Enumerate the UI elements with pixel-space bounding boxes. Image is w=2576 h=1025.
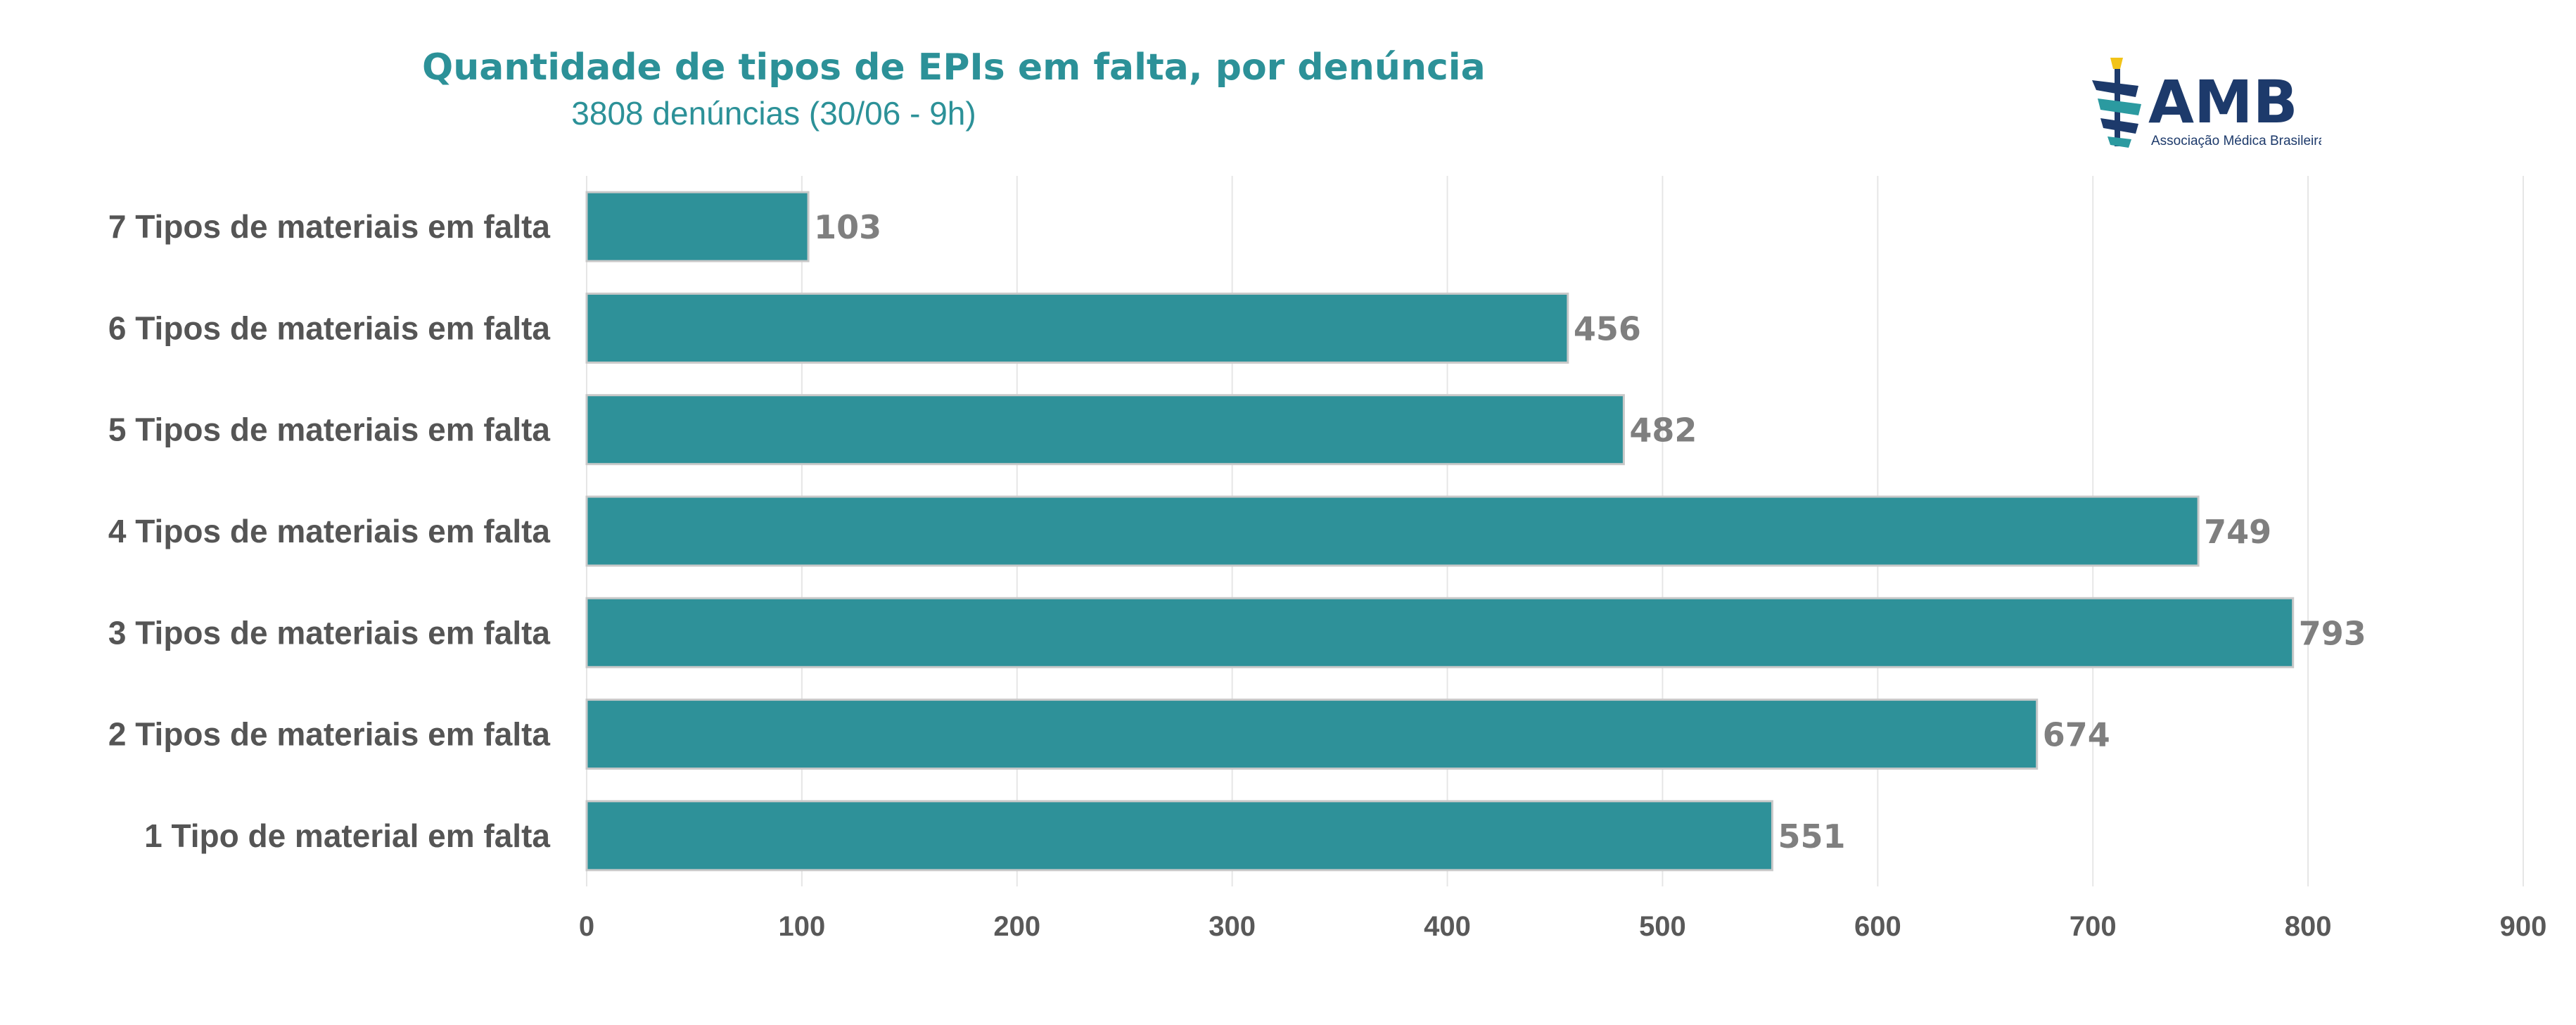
data-label: 482	[1629, 412, 1697, 450]
chart-subtitle: 3808 denúncias (30/06 - 9h)	[571, 95, 976, 132]
x-tick-label: 600	[1854, 911, 1901, 942]
amb-logo: AMB Associação Médica Brasileira	[2092, 58, 2321, 148]
bars	[585, 191, 2295, 872]
x-tick-label: 0	[579, 911, 594, 942]
category-label: 1 Tipo de material em falta	[144, 817, 550, 854]
x-tick-label: 300	[1209, 911, 1256, 942]
x-tick-label: 100	[779, 911, 826, 942]
bar	[585, 800, 1773, 872]
category-label: 3 Tipos de materiais em falta	[108, 614, 550, 651]
data-label: 103	[814, 208, 881, 246]
category-label: 2 Tipos de materiais em falta	[108, 716, 550, 753]
bar	[585, 191, 810, 262]
category-label: 7 Tipos de materiais em falta	[108, 208, 550, 245]
logo-text: AMB	[2148, 68, 2298, 136]
category-label: 6 Tipos de materiais em falta	[108, 310, 550, 346]
data-label: 551	[1778, 817, 1845, 855]
data-label: 456	[1574, 310, 1641, 348]
data-label: 674	[2043, 716, 2110, 754]
category-label: 4 Tipos de materiais em falta	[108, 513, 550, 549]
category-label: 5 Tipos de materiais em falta	[108, 412, 550, 448]
bar	[585, 597, 2295, 668]
x-tick-label: 700	[2070, 911, 2117, 942]
labels: 0 100 200 300 400 500 600 700 800 900 7 Tipos de m…	[108, 208, 2546, 942]
x-tick-label: 900	[2500, 911, 2547, 942]
x-tick-label: 800	[2285, 911, 2332, 942]
x-tick-label: 200	[993, 911, 1040, 942]
x-tick-label: 500	[1639, 911, 1686, 942]
x-tick-label: 400	[1424, 911, 1471, 942]
bar	[585, 394, 1625, 466]
data-label: 749	[2204, 513, 2271, 551]
bar	[585, 292, 1569, 364]
bar	[585, 495, 2200, 567]
caduceus-icon	[2092, 58, 2141, 148]
bar	[585, 699, 2039, 770]
logo-tagline: Associação Médica Brasileira	[2151, 134, 2321, 148]
data-label: 793	[2299, 614, 2366, 652]
